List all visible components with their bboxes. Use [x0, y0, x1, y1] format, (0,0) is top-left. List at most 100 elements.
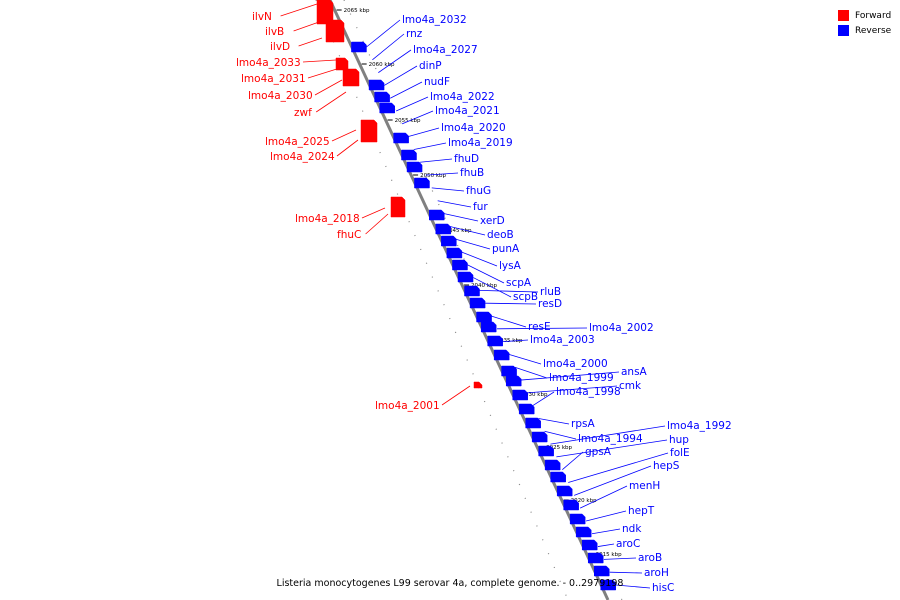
reverse-leader-line	[579, 485, 628, 509]
reverse-gene-label: lmo4a_2020	[441, 122, 506, 134]
reverse-gene-block	[544, 459, 561, 471]
reverse-gene-label: lmo4a_1998	[556, 386, 621, 398]
forward-gene-label: lmo4a_2024	[270, 151, 335, 163]
reverse-gene-label: cmk	[619, 380, 642, 392]
reverse-gene-block	[446, 247, 463, 259]
reverse-leader-line	[568, 452, 669, 483]
forward-leader-line	[331, 129, 357, 142]
reverse-gene-block	[441, 235, 457, 247]
reverse-leader-line	[425, 172, 459, 176]
reverse-swatch	[838, 25, 849, 36]
forward-leader-line	[365, 213, 389, 235]
reverse-gene-label: dinP	[419, 60, 442, 72]
reverse-gene-block	[512, 389, 528, 401]
reverse-leader-line	[449, 225, 486, 236]
kbp-tick-label: 2050 kbp	[420, 173, 446, 179]
kbp-tick-label: 2040 kbp	[471, 283, 497, 289]
reverse-gene-label: menH	[629, 480, 660, 492]
reverse-gene-label: gpsA	[585, 446, 612, 458]
reverse-leader-line	[479, 289, 539, 293]
reverse-leader-line	[419, 158, 453, 163]
reverse-gene-block	[379, 102, 395, 114]
forward-gene-block	[473, 381, 483, 389]
reverse-leader-line	[538, 418, 570, 425]
reverse-gene-label: lmo4a_2000	[543, 358, 608, 370]
reverse-gene-block	[593, 565, 610, 577]
reverse-gene-label: lmo4a_2022	[430, 91, 495, 103]
forward-leader-line	[280, 3, 318, 17]
reverse-gene-block	[563, 499, 579, 511]
forward-leader-line	[314, 79, 343, 96]
forward-gene-block	[325, 19, 345, 43]
reverse-leader-line	[550, 425, 666, 445]
reverse-gene-block	[435, 223, 452, 235]
reverse-leader-line	[574, 465, 652, 496]
forward-gene-label: ilvB	[265, 26, 284, 38]
reverse-leader-line	[473, 277, 512, 298]
forward-gene-label: lmo4a_2001	[375, 400, 440, 412]
reverse-leader-line	[562, 451, 584, 471]
reverse-gene-label: xerD	[480, 215, 505, 227]
reverse-gene-block	[414, 177, 430, 189]
reverse-gene-label: ansA	[621, 366, 648, 378]
reverse-gene-label: hepS	[653, 460, 680, 472]
reverse-gene-label: hisC	[652, 582, 674, 594]
forward-gene-label: lmo4a_2018	[295, 213, 360, 225]
reverse-leader-line	[544, 430, 577, 440]
reverse-leader-line	[390, 81, 423, 99]
reverse-gene-block	[469, 297, 486, 309]
forward-gene-label: lmo4a_2033	[236, 57, 301, 69]
forward-leader-line	[441, 385, 471, 406]
reverse-gene-block	[538, 445, 554, 457]
kbp-tick-label: 2045 kbp	[446, 228, 472, 234]
reverse-leader-line	[413, 142, 447, 150]
reverse-gene-label: hepT	[628, 505, 655, 517]
reverse-gene-label: scpA	[506, 277, 532, 289]
forward-leader-line	[302, 59, 337, 63]
forward-gene-block	[335, 57, 349, 71]
reverse-leader-line	[508, 354, 542, 365]
forward-gene-label: lmo4a_2031	[241, 73, 306, 85]
reverse-gene-label: rpsA	[571, 418, 595, 430]
reverse-leader-line	[443, 213, 479, 222]
reverse-leader-line	[372, 33, 405, 61]
reverse-gene-label: lmo4a_1994	[578, 433, 643, 445]
reverse-gene-label: lmo4a_2002	[589, 322, 654, 334]
reverse-gene-block	[575, 526, 592, 538]
kbp-tick-label: 2030 kbp	[522, 392, 548, 398]
reverse-gene-block	[464, 285, 480, 297]
forward-gene-label: ilvD	[270, 41, 290, 53]
reverse-gene-label: deoB	[487, 229, 514, 241]
reverse-gene-block	[550, 471, 566, 483]
legend-label-forward: Forward	[855, 10, 892, 21]
reverse-leader-line	[591, 528, 621, 535]
reverse-leader-line	[615, 584, 651, 589]
forward-gene-label: lmo4a_2030	[248, 90, 313, 102]
reverse-gene-block	[457, 271, 474, 283]
reverse-gene-label: nudF	[424, 76, 450, 88]
reverse-gene-block	[518, 403, 535, 415]
reverse-gene-label: punA	[492, 243, 520, 255]
reverse-gene-block	[406, 161, 423, 173]
reverse-gene-label: rluB	[540, 286, 561, 298]
reverse-gene-label: fur	[473, 201, 488, 213]
forward-leader-line	[307, 67, 341, 79]
reverse-gene-label: fhuG	[466, 185, 491, 197]
reverse-gene-label: lmo4a_2003	[530, 334, 595, 346]
forward-leader-line	[298, 37, 323, 47]
reverse-gene-label: fhuB	[460, 167, 484, 179]
reverse-gene-block	[368, 79, 385, 91]
forward-gene-block	[390, 196, 406, 218]
kbp-tick-label: 2055 kbp	[395, 118, 421, 124]
reverse-leader-line	[597, 543, 615, 547]
legend-item-reverse: Reverse	[838, 23, 891, 38]
reverse-gene-block	[569, 513, 586, 525]
map-caption: Listeria monocytogenes L99 serovar 4a, c…	[276, 578, 624, 589]
forward-leader-line	[293, 21, 320, 32]
reverse-leader-line	[502, 339, 529, 343]
reverse-gene-label: resE	[528, 321, 551, 333]
reverse-leader-line	[603, 557, 637, 560]
reverse-leader-line	[467, 264, 505, 284]
reverse-gene-block	[501, 365, 517, 377]
